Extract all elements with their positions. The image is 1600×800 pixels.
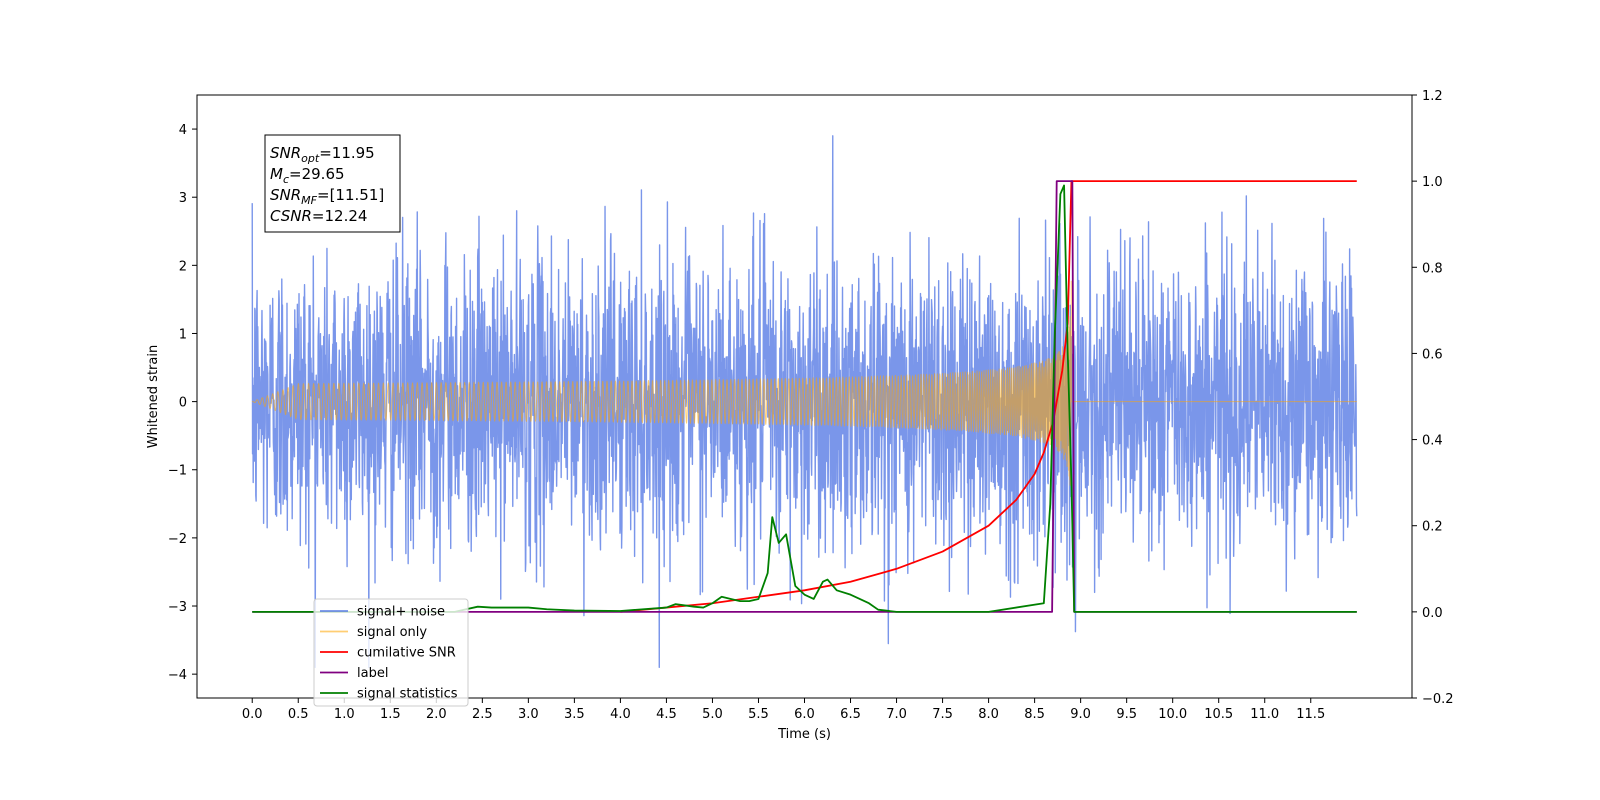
x-tick-label: 4.0 [610, 707, 631, 722]
x-tick-label: 5.5 [748, 707, 769, 722]
y2-tick-label: −0.2 [1422, 692, 1454, 707]
x-axis: 0.0 0.5 1.0 1.5 2.0 2.5 3.0 3.5 4.0 4.5 5.0 5.5 6.0 6… [242, 698, 1325, 722]
x-tick-label: 3.0 [518, 707, 539, 722]
y-tick-label: −2 [168, 532, 187, 547]
annotation-value: =[11.51] [317, 186, 384, 204]
x-tick-label: 6.5 [840, 707, 861, 722]
x-tick-label: 9.0 [1070, 707, 1091, 722]
x-tick-label: 1.0 [334, 707, 355, 722]
annotation-symbol: SNR [270, 186, 301, 204]
x-tick-label: 3.5 [564, 707, 585, 722]
y2-tick-label: 0.2 [1422, 520, 1443, 535]
annotation-line: SNRopt=11.95 [270, 144, 375, 165]
series-layer [251, 135, 1358, 669]
legend-label: signal+ noise [357, 605, 445, 620]
legend-label: signal statistics [357, 687, 458, 702]
x-tick-label: 6.0 [794, 707, 815, 722]
x-tick-label: 8.0 [978, 707, 999, 722]
annotation-value: =11.95 [319, 144, 375, 162]
x-tick-label: 5.0 [702, 707, 723, 722]
x-tick-label: 7.0 [886, 707, 907, 722]
x-tick-label: 2.0 [426, 707, 447, 722]
x-tick-label: 0.0 [242, 707, 263, 722]
series-line-signal-only [252, 280, 1357, 486]
x-tick-label: 11.0 [1250, 707, 1279, 722]
x-tick-label: 10.0 [1158, 707, 1187, 722]
y-axis-right: 1.2 1.0 0.8 0.6 0.4 0.2 0.0 −0.2 [1412, 89, 1454, 707]
y2-tick-label: 1.0 [1422, 175, 1443, 190]
y-tick-label: 0 [179, 396, 187, 411]
annotation-symbol: SNR [270, 144, 301, 162]
y2-tick-label: 0.8 [1422, 261, 1443, 276]
x-tick-label: 0.5 [288, 707, 309, 722]
y-tick-label: −1 [168, 464, 187, 479]
legend-label: label [357, 666, 388, 681]
annotation-value: =29.65 [289, 165, 345, 183]
annotation-frame [264, 134, 401, 233]
annotation-subscript: opt [301, 152, 320, 165]
x-tick-label: 4.5 [656, 707, 677, 722]
x-tick-label: 11.5 [1296, 707, 1325, 722]
y2-tick-label: 0.0 [1422, 606, 1443, 621]
y-axis-left: 4 3 2 1 0 −1 −2 −3 −4 [168, 123, 197, 683]
y-axis-label: Whitened strain [146, 345, 161, 448]
x-axis-label: Time (s) [777, 727, 831, 742]
legend: signal+ noise signal only cumilative SNR la… [313, 598, 469, 707]
annotation-symbol: M [270, 165, 283, 183]
annotation-value: =12.24 [312, 207, 368, 225]
metrics-annotation-box: SNRopt=11.95Mc=29.65SNRMF=[11.51]CSNR=12… [264, 134, 401, 233]
annotation-symbol: CSNR [270, 207, 312, 225]
annotation-subscript: MF [301, 194, 317, 207]
y-tick-label: 4 [179, 123, 187, 138]
y-tick-label: 1 [179, 327, 187, 342]
y2-tick-label: 1.2 [1422, 89, 1443, 104]
x-tick-label: 10.5 [1204, 707, 1233, 722]
x-tick-label: 7.5 [932, 707, 953, 722]
x-tick-label: 9.5 [1116, 707, 1137, 722]
x-tick-label: 8.5 [1024, 707, 1045, 722]
y-tick-label: −4 [168, 668, 187, 683]
annotation-line: Mc=29.65 [270, 165, 345, 186]
y-tick-label: 2 [179, 259, 187, 274]
legend-frame [313, 598, 469, 707]
y2-tick-label: 0.4 [1422, 434, 1443, 449]
y-tick-label: −3 [168, 600, 187, 615]
series-line-signal-statistics [252, 184, 1357, 613]
legend-label: cumilative SNR [357, 646, 456, 661]
annotation-subscript: c [283, 173, 289, 186]
series-line-cumilative-snr [620, 180, 1357, 613]
annotation-line: SNRMF=[11.51] [270, 186, 384, 207]
legend-label: signal only [357, 625, 427, 640]
annotation-line: CSNR=12.24 [270, 207, 367, 225]
series-line-signal-noise [251, 135, 1358, 669]
y2-tick-label: 0.6 [1422, 347, 1443, 362]
x-tick-label: 1.5 [380, 707, 401, 722]
x-tick-label: 2.5 [472, 707, 493, 722]
y-tick-label: 3 [179, 191, 187, 206]
